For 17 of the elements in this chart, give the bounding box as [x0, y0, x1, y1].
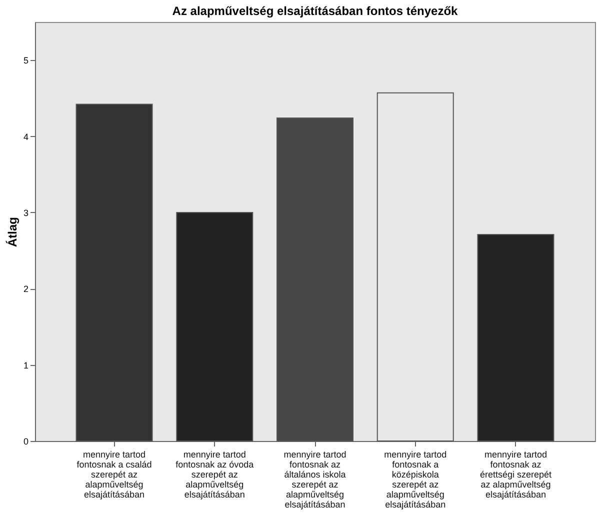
bar — [176, 212, 254, 442]
bar — [477, 234, 554, 442]
y-tick-label: 2 — [23, 284, 28, 294]
x-tick-label: mennyire tartod fontosnak az érettségi szerepét az alapműveltség elsajátításában — [480, 450, 552, 500]
x-tick-label: mennyire tartod fontosnak a középiskola szerepét az alapműveltség elsajátításában — [384, 450, 447, 510]
y-axis-title: Átlag — [5, 217, 20, 247]
chart-title: Az alapműveltség elsajátításában fontos tényezők — [172, 4, 458, 18]
y-tick-label: 0 — [23, 436, 28, 446]
y-tick-label: 5 — [23, 56, 28, 66]
y-tick-label: 4 — [23, 132, 28, 142]
x-tick-label: mennyire tartod fontosnak a család szerepét az alapműveltség elsajátításában — [76, 450, 152, 500]
y-tick-label: 1 — [23, 360, 28, 370]
x-tick-label: mennyire tartod fontosnak az általános iskola szerepét az alapműveltség elsajátításában — [284, 450, 346, 510]
bar — [276, 117, 354, 442]
bar — [76, 104, 153, 442]
x-tick-label: mennyire tartod fontosnak az óvoda szerepét az alapműveltség elsajátításában — [176, 450, 254, 500]
y-tick-label: 3 — [23, 208, 28, 218]
